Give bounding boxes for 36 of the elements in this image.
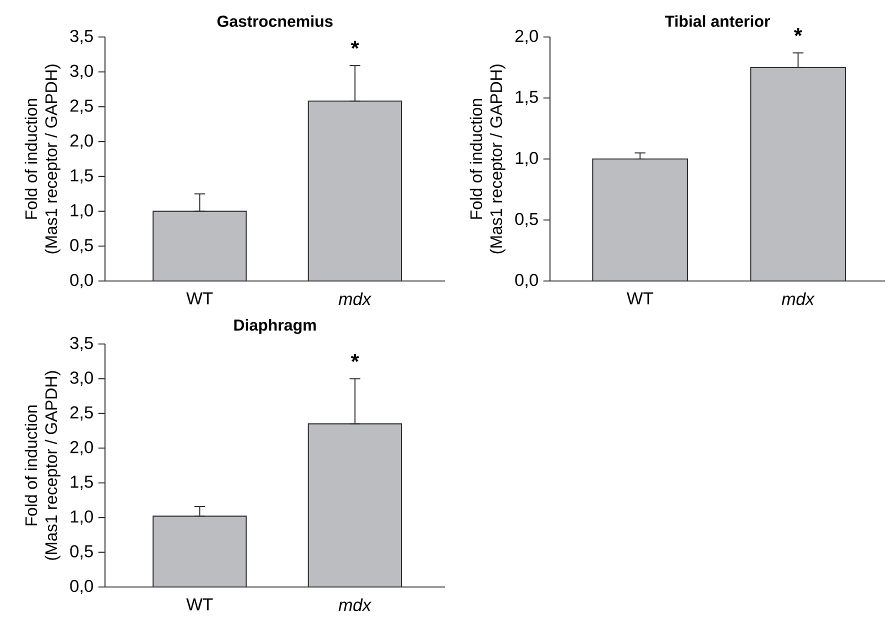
x-tick-label: WT [626, 292, 654, 304]
y-tick-label: 3,0 [70, 372, 93, 386]
y-tick-label: 3,5 [70, 336, 93, 352]
y-tick-label: 0,0 [515, 274, 538, 288]
y-tick-label: 0,5 [515, 212, 538, 228]
y-tick-label: 1,0 [516, 152, 538, 166]
chart-title: Gastrocnemius [217, 15, 333, 27]
y-axis-title: Fold of induction (Mas1 receptor / GAPDH) [470, 64, 506, 254]
x-tick-label: mdx [338, 292, 372, 306]
y-tick-label: 0,0 [70, 580, 93, 594]
y-tick-label: 3,5 [70, 30, 93, 44]
y-tick-label: 2,5 [70, 406, 93, 421]
y-tick-label: 2,5 [70, 100, 93, 114]
y-tick-label: 1,5 [516, 90, 538, 106]
x-tick-label: WT [186, 292, 213, 304]
y-tick-label: 0,5 [70, 238, 93, 254]
y-tick-label: 3,0 [70, 64, 93, 80]
x-tick-label: WT [186, 598, 213, 610]
annotation: * [350, 354, 360, 362]
x-tick-label: mdx [338, 598, 372, 612]
annotation: * [350, 40, 360, 49]
y-tick-label: 2,0 [70, 440, 93, 456]
y-tick-label: 0,0 [70, 274, 93, 288]
y-tick-label: 2,0 [70, 134, 93, 149]
y-axis-title: Fold of induction (Mas1 receptor / GAPDH) [24, 64, 60, 254]
chart-title: Tibial anterior [664, 15, 770, 27]
y-tick-label: 0,5 [70, 545, 93, 560]
y-axis-title: Fold of induction (Mas1 receptor / GAPDH) [24, 371, 60, 560]
chart-title: Diaphragm [234, 318, 316, 334]
y-tick-label: 2,0 [515, 30, 538, 44]
y-tick-label: 1,5 [70, 169, 93, 184]
x-tick-label: mdx [782, 292, 815, 306]
y-tick-label: 1,5 [70, 476, 93, 490]
text: * [794, 28, 802, 36]
y-tick-label: 1,0 [70, 510, 93, 525]
y-tick-label: 1,0 [70, 204, 93, 218]
